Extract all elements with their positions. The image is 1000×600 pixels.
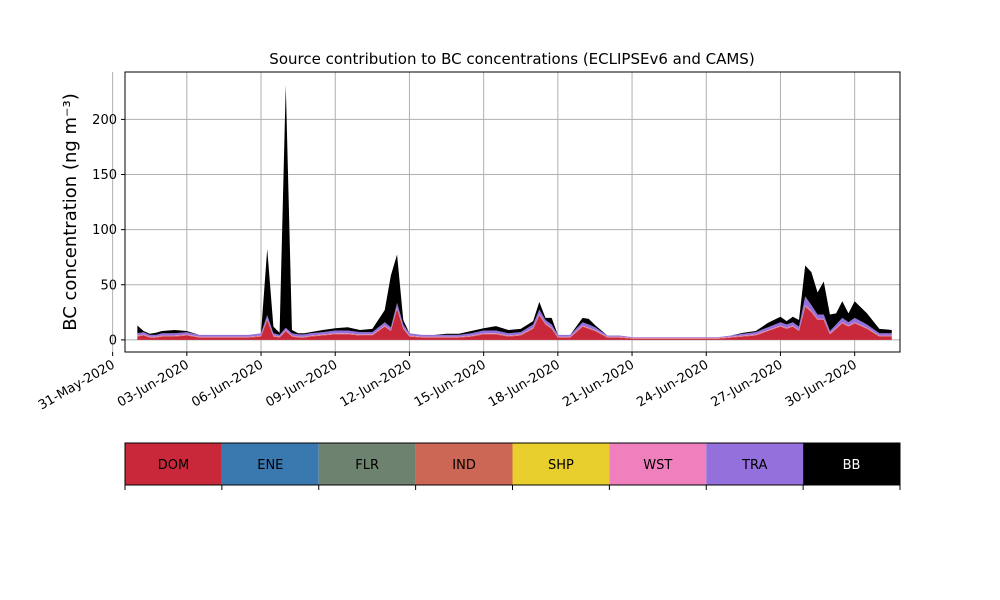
- plot-frame: [124, 71, 901, 353]
- x-tick-label: 12-Jun-2020: [338, 357, 415, 410]
- series-area-dom: [137, 306, 892, 340]
- legend-label-dom: DOM: [158, 458, 189, 473]
- legend-swatch-dom: [125, 443, 222, 485]
- x-tick-label: 27-Jun-2020: [709, 357, 786, 410]
- legend-label-bb: BB: [843, 458, 861, 473]
- x-tick-label: 31-May-2020: [36, 357, 118, 413]
- x-tick-label: 15-Jun-2020: [412, 357, 489, 410]
- chart-title: Source contribution to BC concentrations…: [269, 50, 754, 68]
- series-area-bb: [137, 85, 892, 338]
- y-axis-ticks: 0 50 100 150 200: [92, 113, 125, 348]
- y-tick-label: 200: [92, 113, 117, 128]
- legend-label-flr: FLR: [355, 458, 379, 473]
- legend-label-shp: SHP: [548, 458, 574, 473]
- legend-swatch-ind: [415, 443, 513, 485]
- y-tick-label: 50: [100, 278, 117, 293]
- legend-label-ind: IND: [452, 458, 476, 473]
- x-tick-label: 09-Jun-2020: [263, 357, 340, 410]
- legend-swatch-flr: [318, 443, 416, 485]
- x-tick-label: 18-Jun-2020: [486, 357, 563, 410]
- y-axis-label: BC concentration (ng m⁻³): [60, 93, 81, 331]
- legend-label-tra: TRA: [741, 458, 767, 473]
- legend-swatch-shp: [512, 443, 610, 485]
- grid-lines: [112, 72, 900, 352]
- legend-swatch-ene: [221, 443, 319, 485]
- x-tick-label: 21-Jun-2020: [560, 357, 637, 410]
- legend-colorbar: DOM ENE FLR IND SHP WST TRA BB: [124, 442, 901, 490]
- stacked-area-series: [137, 85, 892, 340]
- y-tick-label: 0: [109, 333, 117, 348]
- legend-label-wst: WST: [643, 458, 672, 473]
- legend-swatch-bb: [803, 443, 900, 485]
- x-tick-label: 06-Jun-2020: [189, 357, 266, 410]
- y-tick-label: 100: [92, 223, 117, 238]
- x-tick-label: 24-Jun-2020: [634, 357, 711, 410]
- x-tick-label: 03-Jun-2020: [115, 357, 192, 410]
- x-tick-label: 30-Jun-2020: [783, 357, 860, 410]
- legend-label-ene: ENE: [257, 458, 283, 473]
- legend-swatch-tra: [706, 443, 804, 485]
- x-axis-ticks: 31-May-202003-Jun-202006-Jun-202009-Jun-…: [36, 352, 860, 413]
- y-tick-label: 150: [92, 168, 117, 183]
- legend-swatch-wst: [609, 443, 707, 485]
